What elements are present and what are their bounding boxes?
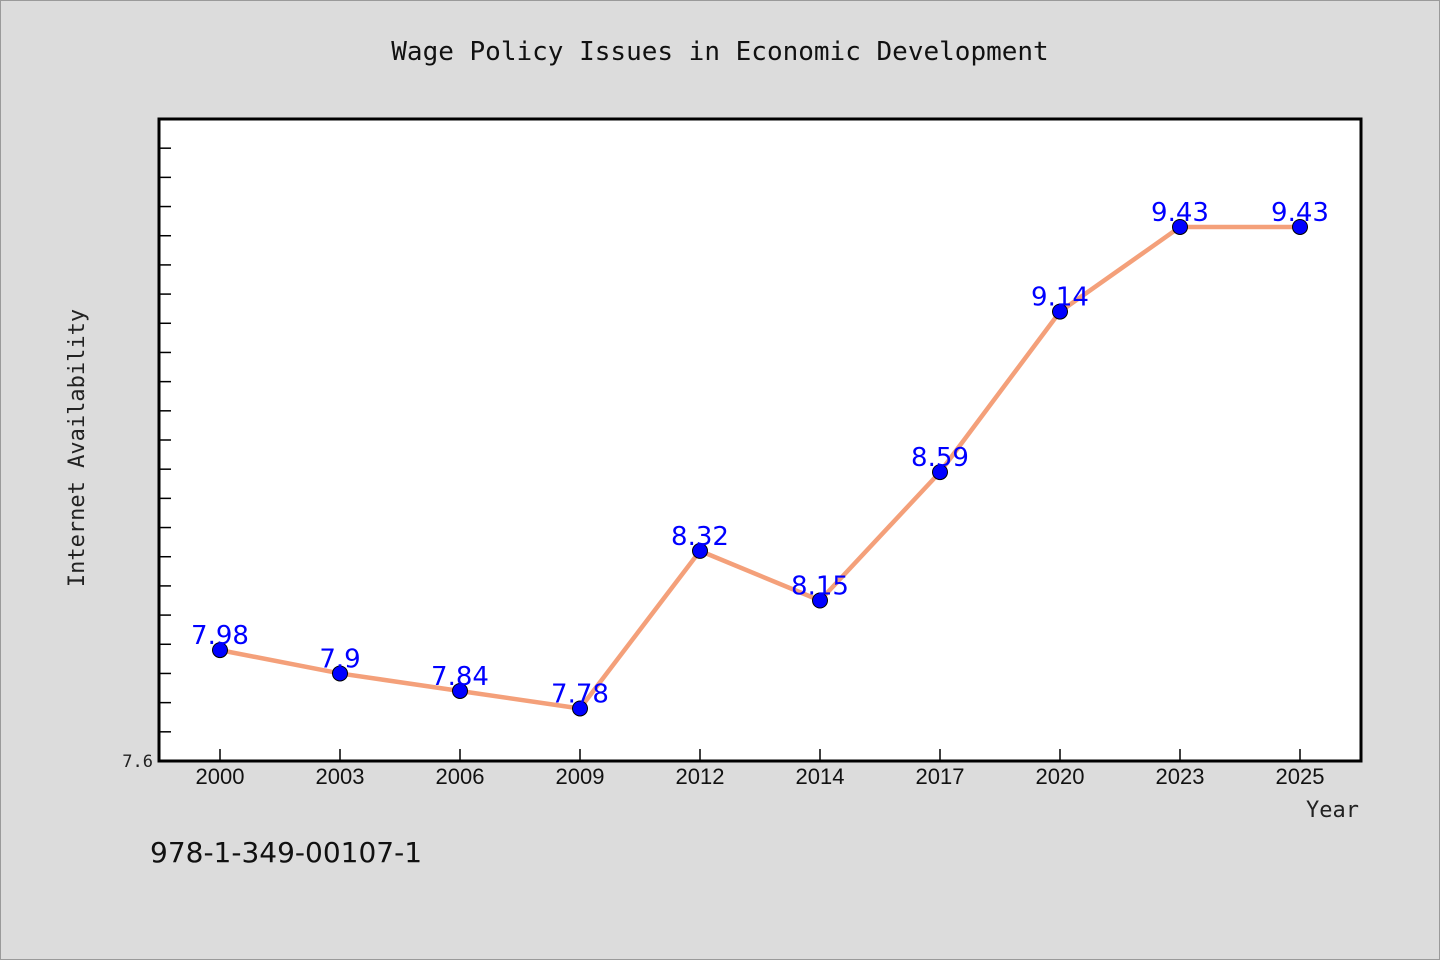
data-point [452,682,468,699]
x-tick-label: 2006 [436,764,485,789]
isbn-text: 978-1-349-00107-1 [150,836,422,869]
data-label: 8.59 [911,443,969,473]
y-axis-label: Internet Availability [65,309,90,587]
data-point [212,642,228,659]
x-tick-label: 2023 [1156,764,1205,789]
data-label: 8.15 [791,572,849,602]
data-label: 7.98 [191,621,249,651]
series-layer: 7.98 7.9 7.84 7.78 8.32 8.15 8.59 9.14 9.43 9.43 [191,198,1329,717]
x-tick-label: 2012 [676,764,725,789]
data-point [1292,218,1308,235]
x-tick-label: 2017 [916,764,965,789]
data-label: 8.32 [671,522,729,552]
data-point [1052,303,1068,320]
data-label: 9.14 [1031,283,1089,313]
x-tick-label: 2020 [1036,764,1085,789]
data-point [812,592,828,609]
data-label: 9.43 [1271,198,1329,228]
x-tick-label: 2003 [316,764,365,789]
data-point [932,464,948,481]
plot-area [157,117,1363,763]
series-line [217,224,1303,711]
data-label: 7.84 [431,662,489,692]
x-axis-ticks: 2000 2003 2006 2009 2012 2014 2017 2020 2023 2025 [196,749,1325,789]
data-label: 9.43 [1151,198,1209,228]
data-label: 7.78 [551,679,609,709]
y-axis-ticks: 7.6 [122,147,171,772]
x-axis-label: Year [1306,798,1359,823]
x-tick-label: 2009 [556,764,605,789]
x-tick-label: 2000 [196,764,245,789]
x-tick-label: 2025 [1276,764,1325,789]
chart-title: Wage Policy Issues in Economic Developme… [391,37,1048,67]
data-point [572,700,588,717]
data-point [1172,218,1188,235]
data-point [692,542,708,559]
data-label: 7.9 [319,644,360,674]
x-tick-label: 2014 [796,764,845,789]
data-point [332,665,348,682]
y-tick-label: 7.6 [122,752,153,772]
